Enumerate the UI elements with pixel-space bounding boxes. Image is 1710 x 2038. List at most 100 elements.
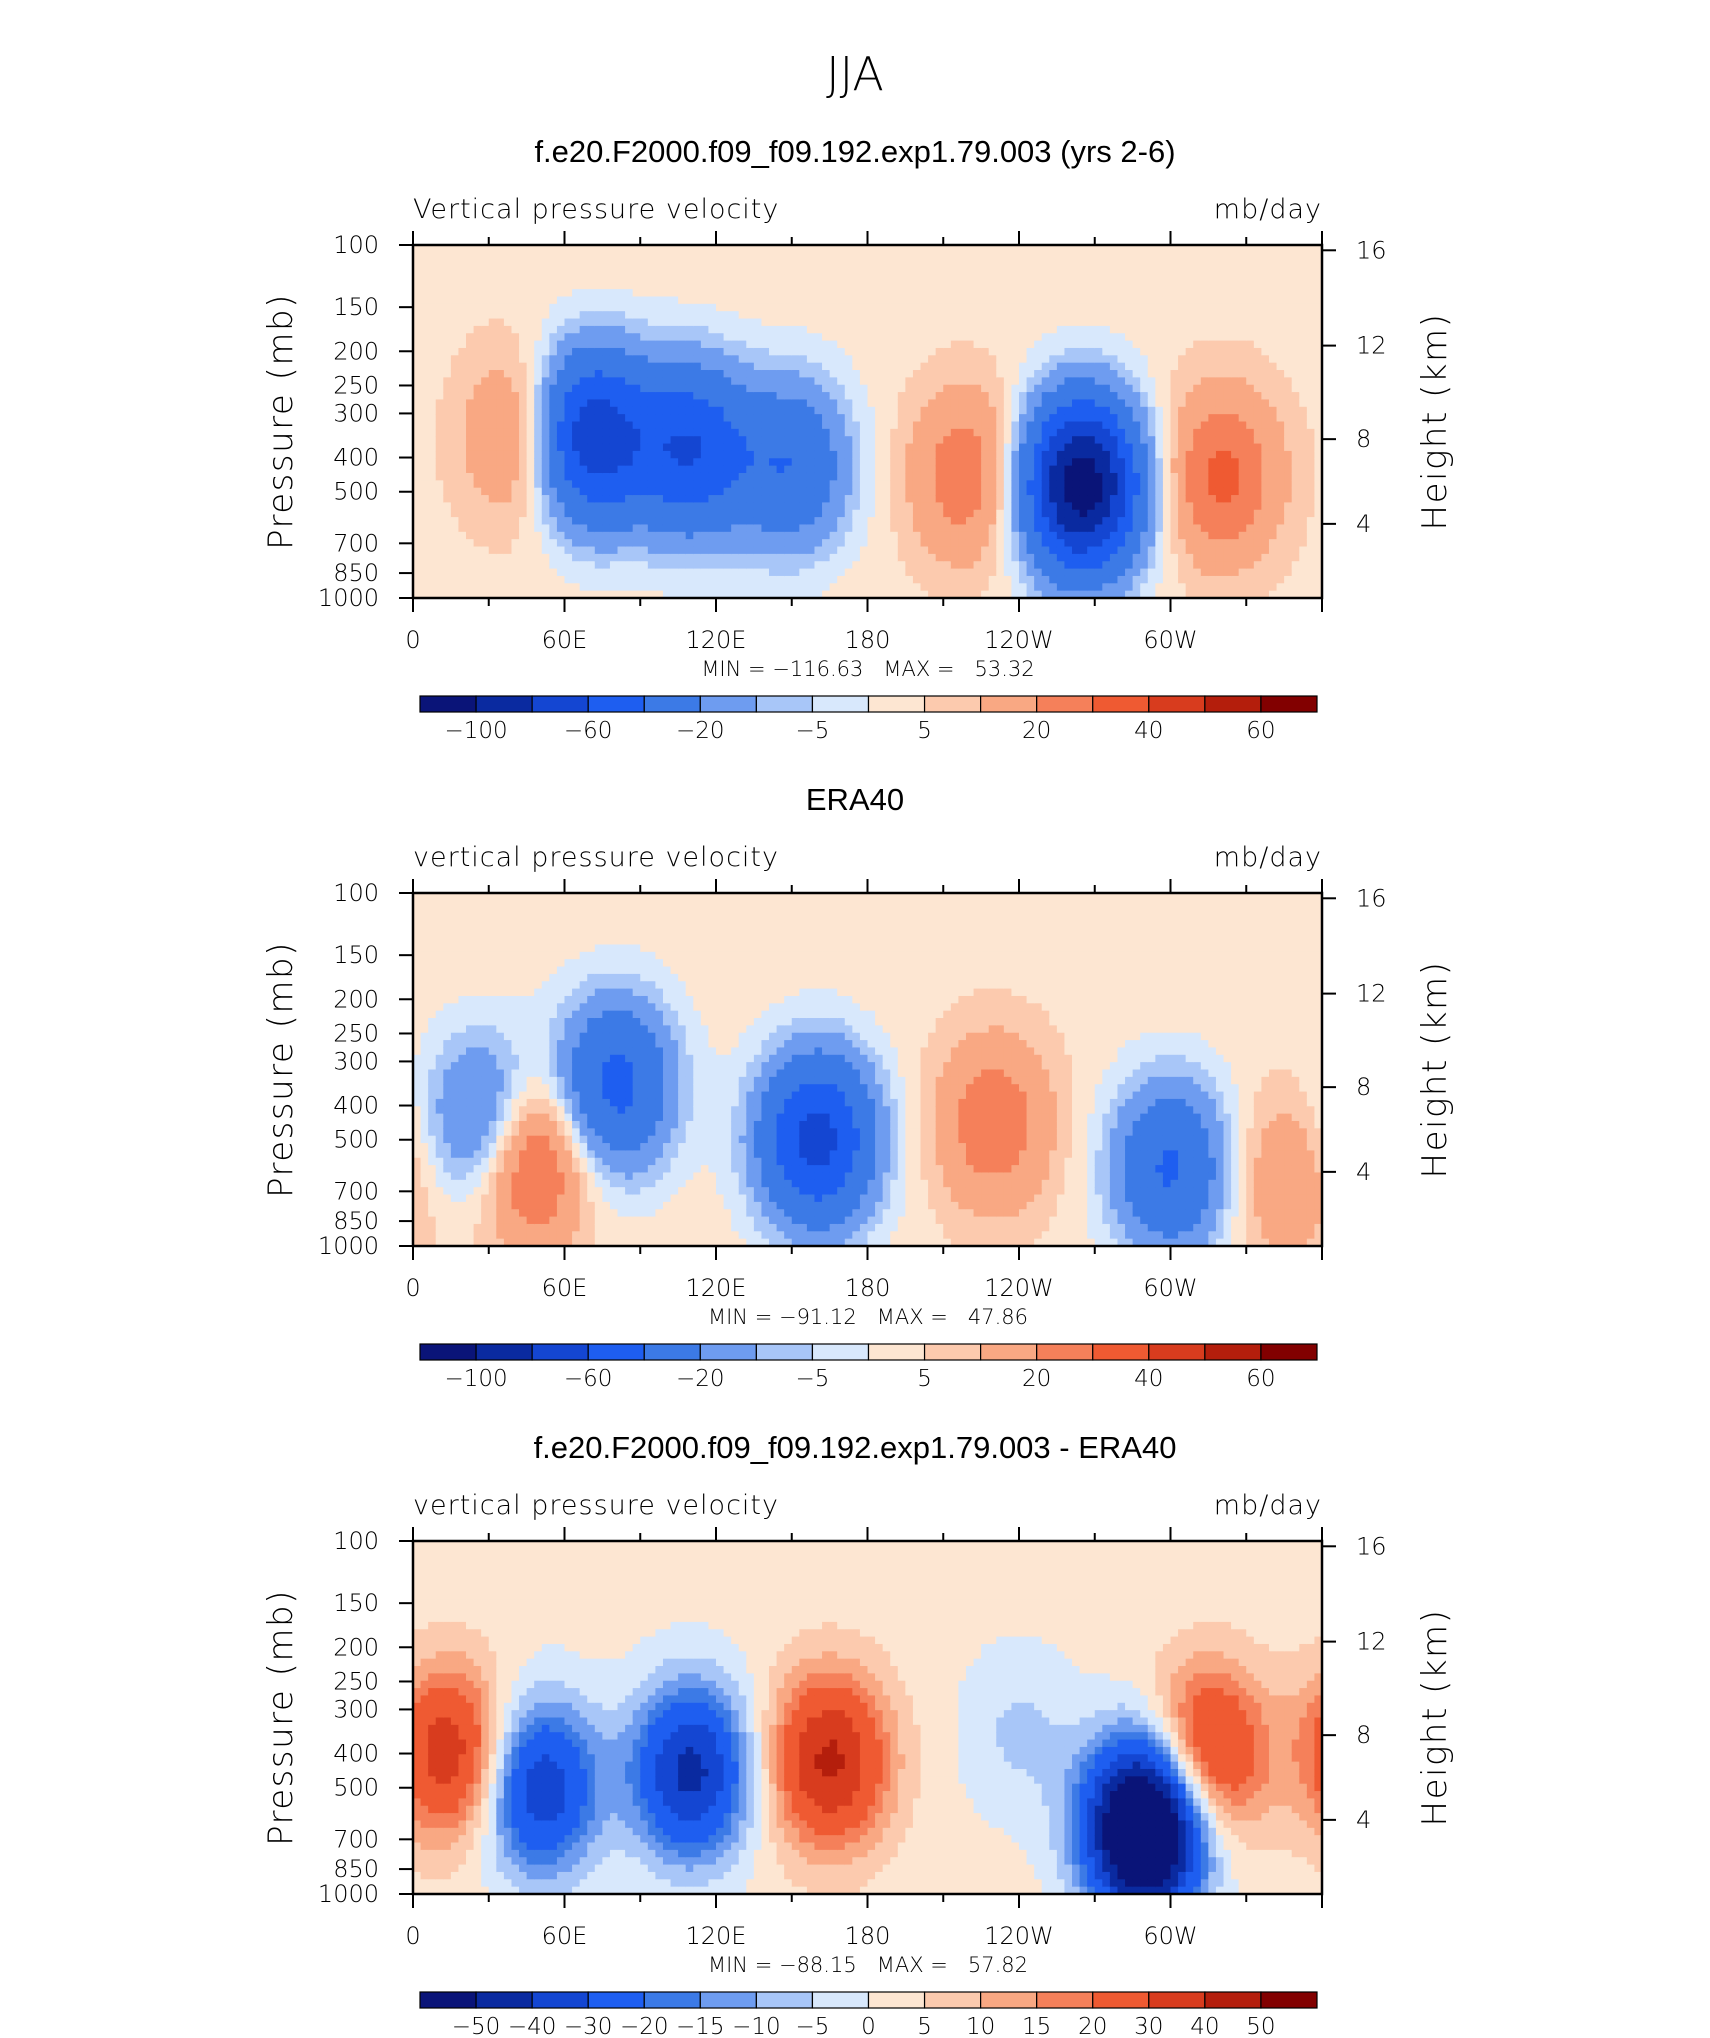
field-cell: [579, 546, 588, 555]
field-cell: [420, 325, 429, 334]
field-cell: [511, 568, 520, 577]
field-cell: [488, 502, 497, 511]
field-cell: [905, 421, 914, 430]
field-cell: [890, 502, 899, 511]
field-cell: [496, 575, 505, 584]
field-cell: [973, 583, 982, 592]
field-cell: [776, 553, 785, 562]
field-cell: [662, 406, 672, 415]
field-cell: [1087, 553, 1096, 562]
field-cell: [912, 355, 922, 364]
field-cell: [928, 575, 937, 584]
field-cell: [761, 458, 770, 467]
field-cell: [466, 561, 475, 570]
field-cell: [981, 450, 990, 459]
field-cell: [1193, 553, 1202, 562]
field-cell: [776, 502, 785, 511]
field-cell: [950, 524, 959, 533]
field-cell: [958, 495, 967, 503]
field-cell: [1162, 377, 1172, 386]
field-cell: [519, 303, 528, 312]
field-cell: [716, 465, 725, 474]
field-cell: [859, 487, 869, 496]
field-cell: [882, 436, 891, 445]
field-cell: [1011, 531, 1020, 540]
field-cell: [799, 443, 808, 452]
field-cell: [769, 509, 778, 518]
field-cell: [435, 347, 444, 356]
field-cell: [1109, 318, 1119, 327]
field-cell: [822, 303, 831, 312]
field-cell: [1034, 362, 1043, 371]
field-cell: [662, 362, 672, 371]
field-cell: [1125, 524, 1134, 533]
field-cell: [1079, 333, 1088, 342]
field-cell: [662, 546, 672, 555]
field-cell: [973, 333, 982, 342]
field-cell: [814, 245, 823, 253]
field-cell: [844, 311, 853, 320]
field-cell: [738, 259, 747, 268]
field-cell: [655, 259, 664, 268]
field-cell: [443, 355, 452, 364]
field-cell: [920, 583, 929, 592]
field-cell: [867, 289, 876, 298]
field-cell: [428, 274, 437, 283]
field-cell: [443, 289, 452, 298]
field-cell: [1170, 340, 1179, 349]
field-cell: [708, 289, 717, 298]
field-cell: [481, 583, 490, 592]
field-cell: [458, 495, 467, 503]
field-cell: [981, 289, 990, 298]
field-cell: [761, 509, 770, 518]
field-cell: [1003, 590, 1013, 598]
field-cell: [716, 355, 725, 364]
field-cell: [852, 281, 861, 290]
field-cell: [837, 583, 846, 592]
field-cell: [1178, 590, 1187, 598]
field-cell: [928, 370, 937, 378]
field-cell: [837, 509, 846, 518]
field-cell: [950, 546, 959, 555]
field-cell: [799, 450, 808, 459]
field-cell: [435, 583, 444, 592]
field-cell: [859, 553, 869, 562]
field-cell: [965, 421, 975, 430]
field-cell: [837, 252, 846, 261]
field-cell: [859, 590, 869, 598]
field-cell: [943, 384, 952, 393]
field-cell: [700, 590, 710, 598]
field-cell: [981, 524, 990, 533]
field-cell: [1170, 517, 1179, 526]
field-cell: [488, 289, 497, 298]
field-cell: [678, 553, 687, 562]
field-cell: [1140, 568, 1149, 577]
field-cell: [776, 465, 785, 474]
field-cell: [1125, 436, 1134, 445]
field-cell: [450, 333, 460, 342]
field-cell: [1026, 436, 1035, 445]
field-cell: [572, 399, 581, 408]
field-cell: [708, 487, 717, 496]
field-cell: [882, 524, 891, 533]
field-cell: [731, 355, 740, 364]
field-cell: [488, 583, 497, 592]
field-cell: [662, 281, 672, 290]
field-cell: [678, 539, 687, 548]
field-cell: [526, 362, 535, 371]
field-cell: [791, 480, 800, 489]
field-cell: [572, 465, 581, 474]
field-cell: [738, 318, 747, 327]
field-cell: [1026, 480, 1035, 489]
field-cell: [769, 561, 778, 570]
field-cell: [920, 392, 929, 401]
field-cell: [435, 495, 444, 503]
field-cell: [1162, 472, 1172, 481]
field-cell: [579, 414, 588, 423]
field-cell: [617, 524, 626, 533]
field-cell: [890, 450, 899, 459]
field-cell: [420, 267, 429, 276]
field-cell: [981, 458, 990, 467]
field-cell: [859, 267, 869, 276]
field-cell: [594, 289, 603, 298]
